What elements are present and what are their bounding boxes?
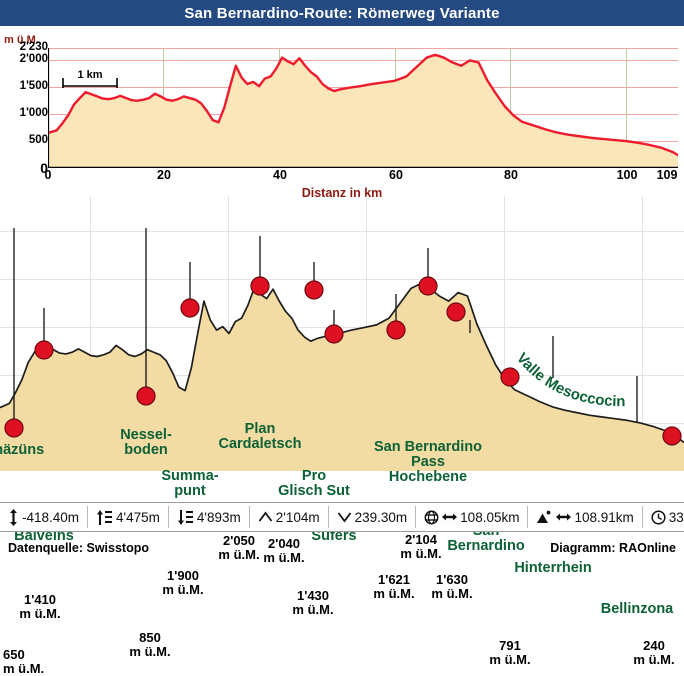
scale-bar-label: 1 km [75, 69, 105, 81]
overview-y-tick: 0 [40, 160, 48, 176]
stat-value: 2'104m [275, 509, 320, 525]
detail-area-fill [0, 283, 684, 471]
marker-summapunt[interactable] [180, 298, 200, 318]
overview-x-tick: 60 [389, 168, 403, 182]
marker-nesselboden[interactable] [136, 386, 156, 406]
place-label-bellinzona: Bellinzona [600, 601, 674, 617]
stat-value: 108.91km [574, 509, 634, 525]
marker-pro-glisch-sut[interactable] [304, 280, 324, 300]
elevation-label-summapunt: 1'900 m ü.M. [161, 568, 205, 597]
place-label-summapunt: Summa- punt [161, 468, 219, 499]
globe-distance-icon [424, 510, 439, 525]
stat-max-altitude: 2'104m [250, 506, 329, 528]
place-label-hinterrhein: Hinterrhein [514, 560, 592, 576]
overview-x-tick: 80 [504, 168, 518, 182]
descent-icon [177, 509, 194, 526]
place-label-rhaezuens: Rhäzüns [0, 442, 45, 458]
overview-x-tick: 100 [616, 168, 638, 182]
page-title: San Bernardino-Route: Römerweg Variante [184, 4, 500, 22]
place-label-san-bernardino-pass: San Bernardino Pass Hochebene [374, 439, 482, 485]
marker-rhaezuens[interactable] [4, 418, 24, 438]
overview-y-tick: 1'000 [19, 107, 48, 119]
marker-sufers[interactable] [324, 324, 344, 344]
place-label-nesselboden: Nessel- boden [120, 427, 172, 458]
overview-x-tick: 109 [656, 168, 678, 182]
horizontal-arrow-icon [556, 512, 572, 522]
stat-value: 4'475m [116, 509, 160, 525]
detail-point-markers [4, 276, 682, 446]
overview-y-axis: 2'230 2'000 1'500 1'000 500 0 [0, 41, 48, 176]
stat-min-altitude: 239.30m [329, 506, 417, 528]
place-label-plan-cardaletsch: Plan Cardaletsch [218, 421, 302, 452]
overview-plot-area [48, 48, 678, 168]
detail-elevation-diagram: Valle Mesoccocina Rhäzüns Balveins Nesse… [0, 196, 684, 676]
overview-y-tick: 2'000 [19, 53, 48, 65]
overview-y-tick: 500 [28, 134, 48, 146]
detail-plot-area: Valle Mesoccocina [0, 196, 684, 471]
place-label-sufers: Sufers [311, 528, 357, 544]
elevation-label-rhaezuens: 650 m ü.M. [2, 647, 46, 676]
detail-profile-line [0, 282, 684, 444]
horizontal-arrow-icon [442, 512, 458, 522]
stat-value: 108.05km [460, 509, 520, 525]
stat-value: 33h 12min [668, 509, 684, 525]
elevation-label-san-bernardino: 1'630 m ü.M. [430, 572, 474, 601]
diagram-credit-label: Diagramm: RAOnline [550, 541, 676, 555]
stat-duration: 33h 12min [643, 506, 684, 528]
overview-x-axis: 0 20 40 60 80 100 109 [0, 168, 684, 186]
marker-hinterrhein[interactable] [500, 367, 520, 387]
overview-y-axis-label: m ü.M. [4, 34, 39, 46]
min-altitude-icon [337, 510, 352, 524]
marker-bellinzona[interactable] [662, 426, 682, 446]
stat-map-distance: 108.05km [416, 506, 529, 528]
elevation-label-hinterrhein: 791 m ü.M. [488, 638, 532, 667]
elevation-label-bellinzona: 240 m ü.M. [632, 638, 676, 667]
overview-x-tick: 40 [273, 168, 287, 182]
marker-san-bernardino-pass[interactable] [418, 276, 438, 296]
elevation-label-sufers: 1'430 m ü.M. [291, 588, 335, 617]
statistics-bar: -418.40m 4'475m 4'893m 2'104m [0, 502, 684, 532]
marker-balveins[interactable] [34, 340, 54, 360]
overview-x-axis-label: Distanz in km [301, 186, 383, 200]
detail-leader-lines [13, 228, 638, 428]
place-label-balveins: Balveins [14, 528, 74, 544]
scale-bar: 1 km [60, 69, 120, 92]
overview-y-tick: 2'230 [19, 41, 48, 53]
overview-x-tick: 20 [157, 168, 171, 182]
clock-icon [651, 509, 666, 525]
stat-total-descent: 4'893m [169, 506, 250, 528]
elevation-label-hochebene: 1'621 m ü.M. [372, 572, 416, 601]
overview-y-tick: 1'500 [19, 80, 48, 92]
elevation-label-balveins: 1'410 m ü.M. [18, 592, 62, 621]
data-source-label: Datenquelle: Swisstopo [8, 541, 149, 555]
max-altitude-icon [258, 510, 273, 524]
elevation-label-pro-glisch-sut: 2'040 m ü.M. [262, 536, 306, 565]
terrain-distance-icon [536, 510, 553, 525]
marker-plan-cardaletsch[interactable] [250, 276, 270, 296]
ascent-icon [96, 509, 113, 526]
elevation-label-nesselboden: 850 m ü.M. [128, 630, 172, 659]
elevation-label-plan-cardaletsch: 2'050 m ü.M. [217, 533, 261, 562]
marker-hochebene[interactable] [386, 320, 406, 340]
overview-profile-line [48, 53, 678, 157]
stat-elevation-difference: -418.40m [0, 506, 89, 528]
window-title-bar: San Bernardino-Route: Römerweg Variante [0, 0, 684, 26]
stat-value: 239.30m [354, 509, 408, 525]
scale-bar-graphic [62, 78, 118, 88]
overview-area-fill [48, 54, 678, 168]
overview-elevation-chart: m ü.M. 2'230 2'000 1'500 1'000 500 0 [0, 26, 684, 200]
elevation-difference-icon [8, 508, 19, 526]
overview-x-tick: 0 [44, 168, 52, 182]
footer-bar: Datenquelle: Swisstopo Diagramm: RAOnlin… [0, 536, 684, 560]
stat-value: 4'893m [196, 509, 241, 525]
marker-san-bernardino[interactable] [446, 302, 466, 322]
stat-terrain-distance: 108.91km [528, 506, 643, 528]
stat-value: -418.40m [22, 509, 80, 525]
stat-total-ascent: 4'475m [88, 506, 169, 528]
place-label-pro-glisch-sut: Pro Glisch Sut [278, 468, 350, 499]
elevation-label-san-bernardino-pass: 2'104 m ü.M. [399, 532, 443, 561]
